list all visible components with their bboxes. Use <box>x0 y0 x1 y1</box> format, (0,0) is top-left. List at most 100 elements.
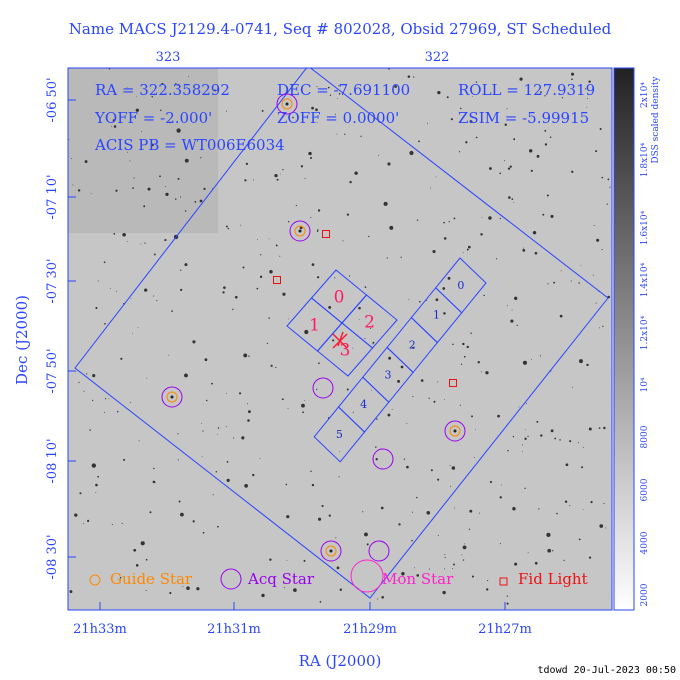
star-dot <box>82 523 84 525</box>
star-dot <box>259 458 261 459</box>
star-dot <box>427 122 428 124</box>
star-dot <box>463 355 466 358</box>
acis-s-chip <box>313 406 366 463</box>
star-dot <box>141 131 143 132</box>
star-dot <box>483 294 485 297</box>
star-dot <box>129 160 131 162</box>
star-dot <box>444 554 446 556</box>
star-dot <box>160 109 162 112</box>
colorbar-label: 2x10⁴ <box>640 82 650 108</box>
star-dot <box>396 580 398 582</box>
star-dot <box>507 450 509 452</box>
star-dot <box>588 427 592 431</box>
star-dot <box>342 240 344 242</box>
star-dot <box>539 355 541 357</box>
star-dot <box>140 243 142 245</box>
star-dot <box>153 253 156 256</box>
star-dot <box>226 478 230 482</box>
star-dot <box>430 469 433 472</box>
star-dot <box>316 230 319 233</box>
star-dot <box>578 282 580 284</box>
star-dot <box>466 248 469 251</box>
star-dot <box>311 106 314 110</box>
star-dot <box>310 470 312 473</box>
star-dot <box>605 527 607 529</box>
star-dot <box>371 389 372 391</box>
star-dot <box>202 430 204 432</box>
star-dot <box>504 123 507 126</box>
star-dot <box>279 255 281 257</box>
star-dot <box>244 484 248 488</box>
star-dot <box>285 483 288 486</box>
star-dot <box>603 503 605 505</box>
star-dot <box>184 373 188 378</box>
star-dot <box>549 136 552 138</box>
star-dot <box>182 585 184 587</box>
star-dot <box>522 248 526 252</box>
star-dot <box>104 398 107 400</box>
star-dot <box>403 458 406 460</box>
star-dot <box>601 249 603 251</box>
star-dot <box>489 480 493 484</box>
star-dot <box>338 85 340 87</box>
star-dot <box>433 400 436 403</box>
star-dot <box>227 227 230 230</box>
star-dot <box>175 198 177 200</box>
star-dot <box>120 357 123 360</box>
star-dot <box>288 318 289 320</box>
fid-light <box>449 379 457 387</box>
star-dot <box>282 168 284 171</box>
star-dot <box>550 214 554 218</box>
star-dot <box>188 76 190 77</box>
star-dot <box>444 568 446 570</box>
star-dot <box>126 87 128 89</box>
star-dot <box>462 251 464 253</box>
star-dot <box>547 548 552 553</box>
star-dot <box>115 189 118 192</box>
colorbar-label: 1.2x10⁴ <box>640 315 650 350</box>
star-dot <box>443 312 446 315</box>
star-dot <box>192 520 195 523</box>
guide-star <box>449 425 461 437</box>
star-dot <box>524 429 526 431</box>
star-dot <box>544 95 546 97</box>
top-axis-label: 322 <box>425 50 450 65</box>
star-dot <box>443 399 445 401</box>
star-dot <box>585 88 587 90</box>
star-dot <box>135 564 139 567</box>
star-dot <box>164 238 167 242</box>
star-dot <box>180 269 182 271</box>
star-dot <box>77 189 81 192</box>
star-dot <box>126 241 128 242</box>
star-dot <box>234 295 238 299</box>
star-dot <box>109 288 111 289</box>
star-dot <box>458 151 461 153</box>
star-dot <box>519 77 523 81</box>
star-dot <box>442 590 446 595</box>
star-dot <box>412 346 415 349</box>
star-dot <box>449 465 451 467</box>
plot-frame <box>67 67 613 611</box>
info-text: YOFF = -2.000' <box>94 109 212 127</box>
star-dot <box>414 567 415 569</box>
star-dot <box>247 410 251 414</box>
star-dot <box>310 216 312 218</box>
star-dot <box>281 398 284 401</box>
star-dot <box>334 113 336 115</box>
star-dot <box>499 217 501 220</box>
star-dot <box>464 543 466 545</box>
star-dot <box>397 379 401 383</box>
star-dot <box>372 341 375 344</box>
star-dot <box>375 446 377 448</box>
star-dot <box>518 406 520 408</box>
star-dot <box>240 224 242 226</box>
star-dot <box>269 270 273 274</box>
star-dot <box>489 167 492 170</box>
star-dot <box>156 300 158 302</box>
star-dot <box>536 420 539 423</box>
star-dot <box>318 362 320 365</box>
colorbar-label: 10⁴ <box>640 377 650 392</box>
star-dot <box>497 414 500 418</box>
star-dot <box>87 519 90 522</box>
star-dot <box>571 78 573 80</box>
